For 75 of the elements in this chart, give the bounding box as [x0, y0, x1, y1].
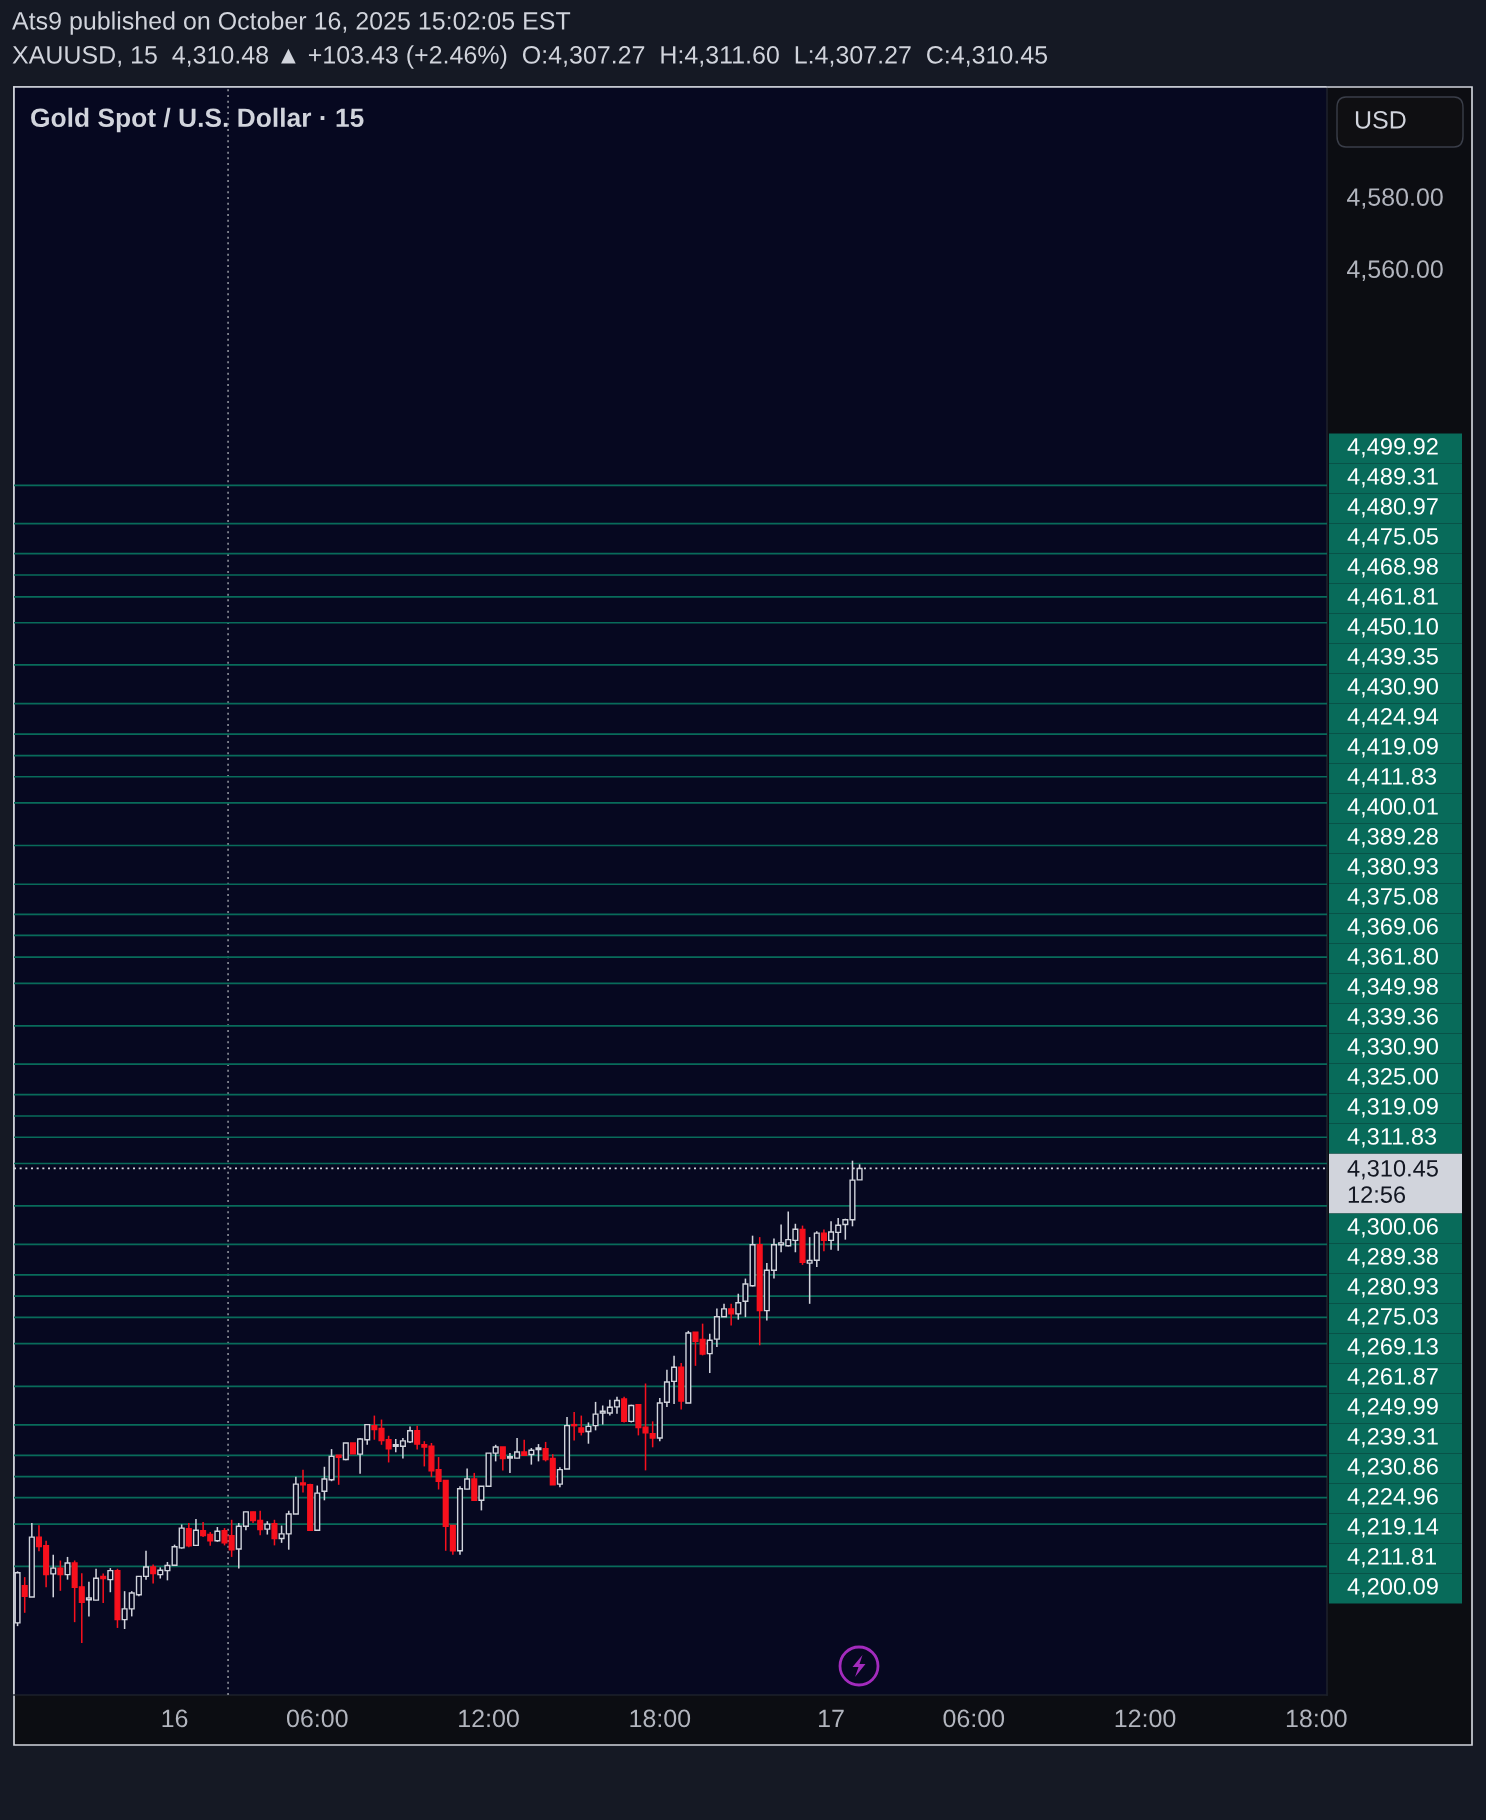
candlestick: [107, 1567, 114, 1594]
ref-line-label: 4,400.01: [1347, 798, 1438, 818]
ref-line-label: 4,319.09: [1347, 1098, 1438, 1118]
x-tick-label: 06:00: [286, 1709, 348, 1728]
ref-line-label: 4,330.90: [1347, 1038, 1438, 1058]
ref-line-label: 4,375.08: [1347, 888, 1438, 908]
ref-line-label: 4,219.14: [1347, 1518, 1439, 1538]
candlestick: [728, 1303, 735, 1327]
candlestick: [271, 1519, 278, 1547]
ref-line-label: 4,230.86: [1347, 1458, 1438, 1478]
candlestick: [150, 1563, 157, 1585]
ref-line-label: 4,224.96: [1347, 1488, 1438, 1508]
x-tick-label: 18:00: [630, 1709, 691, 1728]
candlestick: [192, 1518, 200, 1547]
x-tick-label: 12:00: [1115, 1709, 1176, 1728]
candlestick: [521, 1438, 528, 1457]
candlestick: [335, 1454, 342, 1486]
ref-line-label: 4,480.97: [1347, 498, 1438, 518]
candlestick: [735, 1292, 742, 1321]
candlestick: [50, 1553, 57, 1599]
x-tick-label: 17: [819, 1709, 844, 1728]
candlestick: [100, 1572, 107, 1604]
ref-line-label: 4,468.98: [1347, 558, 1438, 578]
ref-line-label: 4,339.36: [1347, 1008, 1438, 1028]
ref-line-label: 4,419.09: [1347, 738, 1438, 758]
candlestick: [820, 1228, 827, 1252]
ref-line-label: 4,200.09: [1347, 1578, 1438, 1598]
x-tick-label: 16: [162, 1709, 188, 1728]
candlestick: [499, 1446, 506, 1472]
ref-line-label: 4,369.06: [1347, 918, 1438, 938]
ref-line-label: 4,280.93: [1347, 1278, 1438, 1298]
x-tick-label: 18:00: [1286, 1709, 1347, 1728]
ref-line-label: 4,439.35: [1347, 648, 1438, 668]
x-tick-label: 12:00: [459, 1709, 519, 1728]
candlestick: [571, 1411, 578, 1442]
candlestick: [57, 1559, 64, 1592]
ref-line-label: 4,499.92: [1347, 438, 1438, 458]
ref-line-label: 4,300.06: [1347, 1218, 1438, 1238]
y-tick-label: 4,560.00: [1347, 260, 1443, 281]
ref-line-label: 4,239.31: [1347, 1428, 1438, 1448]
ref-line-label: 4,325.00: [1347, 1068, 1438, 1088]
candlestick: [742, 1277, 749, 1318]
ref-line-label: 4,361.80: [1347, 948, 1438, 968]
candlestick: [21, 1576, 28, 1614]
ref-line-label: 4,424.94: [1347, 708, 1439, 728]
ref-line-label: 4,349.98: [1347, 978, 1438, 998]
candlestick: [471, 1472, 478, 1502]
y-axis-title: USD: [1355, 111, 1406, 129]
ref-line-label: 4,380.93: [1347, 858, 1438, 878]
ref-line-label: 4,311.83: [1347, 1128, 1437, 1148]
text: XAUUSD, 15 4,310.48 ▲ +103.43 (+2.46%) O:4,307.27 H:4,311.60 L:4,307.27 C:4,310.45: [12, 45, 1048, 69]
ref-line-label: 4,249.99: [1347, 1398, 1438, 1418]
ref-line-label: 4,289.38: [1347, 1248, 1438, 1268]
candlestick: [621, 1396, 628, 1424]
ref-line-label: 4,461.81: [1347, 588, 1438, 608]
ref-line-label: 4,261.87: [1347, 1368, 1438, 1388]
ref-line-label: 4,450.10: [1347, 618, 1438, 638]
ref-line-label: 4,211.81: [1347, 1548, 1437, 1568]
ref-line-label: 4,430.90: [1347, 678, 1438, 698]
candlestick: [578, 1414, 585, 1437]
candlestick: [585, 1421, 592, 1445]
candlestick: [64, 1556, 71, 1581]
ref-line-label: 4,475.05: [1347, 528, 1438, 548]
ref-line-label: 4,310.45 12:56: [1347, 1159, 1438, 1203]
x-tick-label: 06:00: [943, 1709, 1005, 1728]
ref-line-label: 4,275.03: [1347, 1308, 1438, 1328]
ref-line-label: 4,489.31: [1347, 468, 1438, 488]
text: Gold Spot / U.S. Dollar · 15: [31, 107, 364, 133]
ref-line-label: 4,411.83: [1347, 768, 1437, 788]
ref-line-label: 4,389.28: [1347, 828, 1438, 848]
ref-line-label: 4,269.13: [1347, 1338, 1438, 1358]
text: Ats9 published on October 16, 2025 15:02:05 EST: [12, 11, 571, 35]
candlestick: [185, 1522, 192, 1548]
candlestick: [706, 1332, 713, 1374]
y-tick-label: 4,580.00: [1347, 188, 1443, 209]
